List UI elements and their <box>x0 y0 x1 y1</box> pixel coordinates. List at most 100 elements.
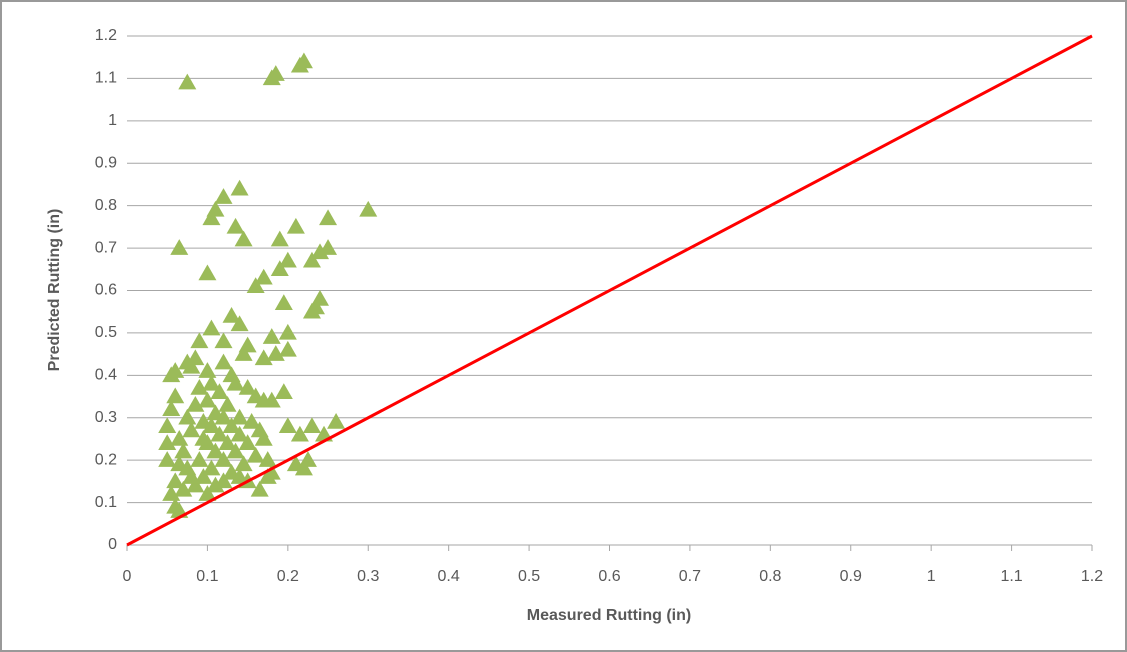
data-point <box>206 476 225 493</box>
data-point <box>174 442 193 459</box>
data-point <box>198 485 217 501</box>
x-tick-label: 0.3 <box>357 568 379 585</box>
data-point <box>302 302 321 319</box>
data-point <box>222 463 241 480</box>
data-point <box>214 451 233 467</box>
y-tick-label: 1.1 <box>95 70 117 87</box>
data-point <box>319 239 338 255</box>
data-point <box>170 455 189 472</box>
data-point <box>226 374 245 391</box>
data-point <box>214 408 233 425</box>
data-point <box>202 319 221 336</box>
data-point <box>246 446 265 463</box>
data-point <box>254 268 273 285</box>
data-point <box>198 264 217 281</box>
data-point <box>278 323 297 340</box>
data-point <box>246 277 265 294</box>
data-point <box>226 217 245 234</box>
data-point <box>250 480 269 497</box>
data-point <box>194 468 213 484</box>
data-point <box>302 251 321 268</box>
x-tick-label: 0.1 <box>196 568 218 585</box>
x-axis-title: Measured Rutting (in) <box>527 607 691 624</box>
x-tick-label: 0.6 <box>598 568 620 585</box>
data-point <box>230 315 249 332</box>
data-point <box>294 459 313 476</box>
data-point <box>214 472 233 489</box>
x-tick-label: 0.8 <box>759 568 781 585</box>
y-tick-label: 0.4 <box>95 367 117 384</box>
data-point <box>186 476 205 493</box>
data-point <box>238 379 257 395</box>
x-tick-label: 1 <box>927 568 936 585</box>
data-point <box>278 251 297 268</box>
data-point <box>214 188 233 204</box>
x-tick-label: 0.7 <box>679 568 701 585</box>
data-point <box>166 497 185 514</box>
equality-line <box>126 34 1093 547</box>
data-point <box>162 400 181 417</box>
y-tick-label: 0.5 <box>95 324 117 341</box>
data-point <box>266 65 285 81</box>
data-point <box>178 73 197 90</box>
data-point <box>230 179 249 196</box>
data-point <box>162 485 181 501</box>
x-tick-label: 0 <box>123 568 132 585</box>
data-point <box>222 306 241 323</box>
data-point <box>210 383 229 400</box>
data-point <box>194 429 213 446</box>
data-point <box>222 417 241 433</box>
y-tick-label: 0.3 <box>95 409 117 426</box>
data-point <box>234 455 253 472</box>
x-tick-label: 0.9 <box>840 568 862 585</box>
data-point <box>202 374 221 391</box>
data-point <box>294 52 313 69</box>
data-point <box>302 417 321 433</box>
data-point <box>258 451 277 467</box>
data-point <box>182 421 201 438</box>
y-tick-label: 1 <box>108 112 117 129</box>
data-point <box>262 391 281 408</box>
data-point <box>198 391 217 408</box>
y-tick-label: 0.2 <box>95 451 117 468</box>
data-point <box>190 379 209 395</box>
data-point <box>262 328 281 344</box>
x-tick-label: 1.2 <box>1081 568 1103 585</box>
y-tick-label: 0.6 <box>95 282 117 299</box>
data-point <box>230 425 249 442</box>
data-point <box>166 387 185 404</box>
data-point <box>270 230 289 247</box>
data-point <box>311 243 329 260</box>
data-point <box>266 345 285 361</box>
x-tick-label: 0.4 <box>438 568 460 585</box>
y-tick-label: 0.9 <box>95 154 117 171</box>
data-point <box>278 340 297 357</box>
x-tick-label: 1.1 <box>1000 568 1022 585</box>
data-point <box>210 425 229 442</box>
data-point <box>186 396 205 412</box>
data-point <box>258 468 277 484</box>
data-point <box>238 434 257 450</box>
data-point <box>274 294 293 310</box>
data-point <box>234 230 253 247</box>
data-point <box>214 332 233 349</box>
data-point <box>202 209 221 226</box>
data-point <box>158 417 177 433</box>
data-point <box>254 349 273 366</box>
data-point <box>206 442 225 459</box>
data-point <box>218 434 237 450</box>
data-point <box>166 472 185 489</box>
data-point <box>158 434 177 450</box>
y-tick-label: 0 <box>108 536 117 553</box>
data-point <box>359 200 378 217</box>
data-point <box>254 429 273 446</box>
x-tick-label: 0.5 <box>518 568 540 585</box>
data-point <box>190 332 209 349</box>
y-axis-title: Predicted Rutting (in) <box>46 209 63 372</box>
data-point <box>218 396 237 412</box>
data-point <box>242 412 261 429</box>
data-point <box>182 468 201 484</box>
